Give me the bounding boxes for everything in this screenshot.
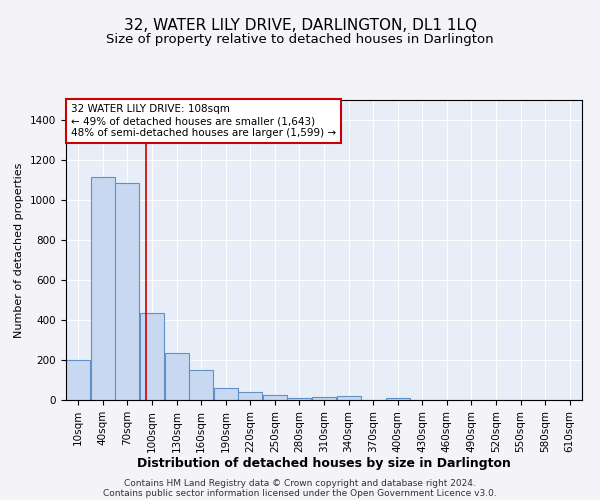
Bar xyxy=(91,177,115,400)
Bar xyxy=(337,396,361,400)
Bar xyxy=(164,353,188,400)
Text: Contains public sector information licensed under the Open Government Licence v3: Contains public sector information licen… xyxy=(103,488,497,498)
Bar xyxy=(214,388,238,400)
Bar xyxy=(66,360,91,400)
Text: Size of property relative to detached houses in Darlington: Size of property relative to detached ho… xyxy=(106,32,494,46)
Bar xyxy=(140,313,164,400)
Bar xyxy=(238,392,262,400)
Bar xyxy=(189,370,213,400)
Bar xyxy=(263,395,287,400)
Bar xyxy=(312,397,336,400)
Bar xyxy=(287,398,311,400)
Text: 32 WATER LILY DRIVE: 108sqm
← 49% of detached houses are smaller (1,643)
48% of : 32 WATER LILY DRIVE: 108sqm ← 49% of det… xyxy=(71,104,336,138)
Bar xyxy=(115,183,139,400)
Y-axis label: Number of detached properties: Number of detached properties xyxy=(14,162,25,338)
X-axis label: Distribution of detached houses by size in Darlington: Distribution of detached houses by size … xyxy=(137,458,511,470)
Text: 32, WATER LILY DRIVE, DARLINGTON, DL1 1LQ: 32, WATER LILY DRIVE, DARLINGTON, DL1 1L… xyxy=(124,18,476,32)
Text: Contains HM Land Registry data © Crown copyright and database right 2024.: Contains HM Land Registry data © Crown c… xyxy=(124,478,476,488)
Bar xyxy=(386,398,410,400)
